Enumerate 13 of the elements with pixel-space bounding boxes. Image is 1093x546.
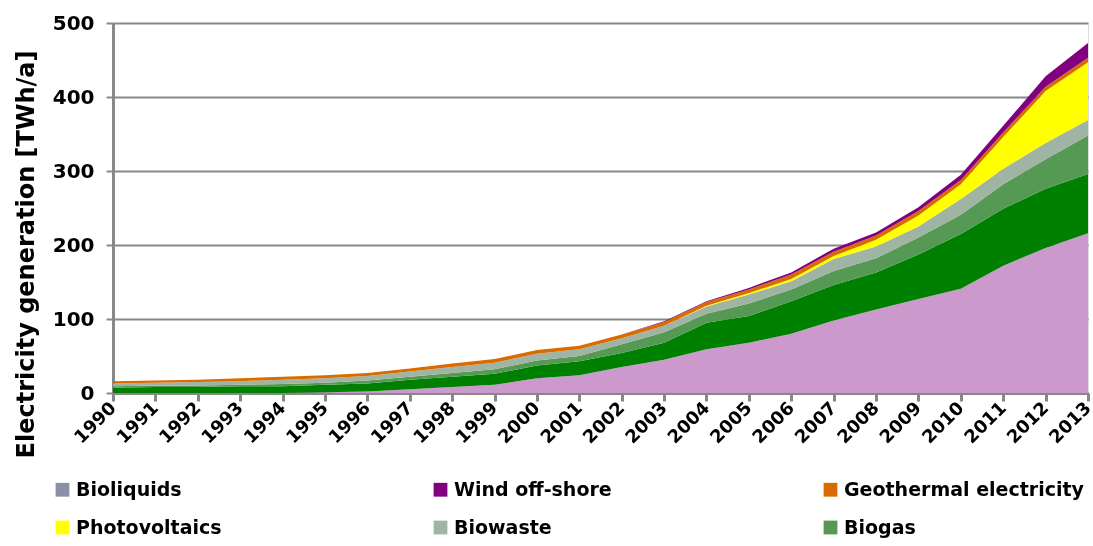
- legend-label: Biogas: [844, 515, 916, 538]
- legend-label: Bioliquids: [76, 477, 182, 500]
- y-tick-label: 500: [52, 10, 95, 35]
- legend-label: Photovoltaics: [76, 515, 222, 538]
- y-tick-label: 0: [80, 380, 95, 405]
- y-tick-label: 100: [52, 306, 95, 331]
- legend-label: Biowaste: [454, 515, 552, 538]
- legend-label: Wind off-shore: [454, 477, 612, 500]
- y-tick-label: 300: [52, 158, 95, 183]
- y-tick-label: 400: [52, 84, 95, 109]
- legend-label: Geothermal electricity: [844, 477, 1085, 500]
- y-axis-title: Electricity generation [TWh/a]: [11, 50, 40, 459]
- y-tick-label: 200: [52, 232, 95, 257]
